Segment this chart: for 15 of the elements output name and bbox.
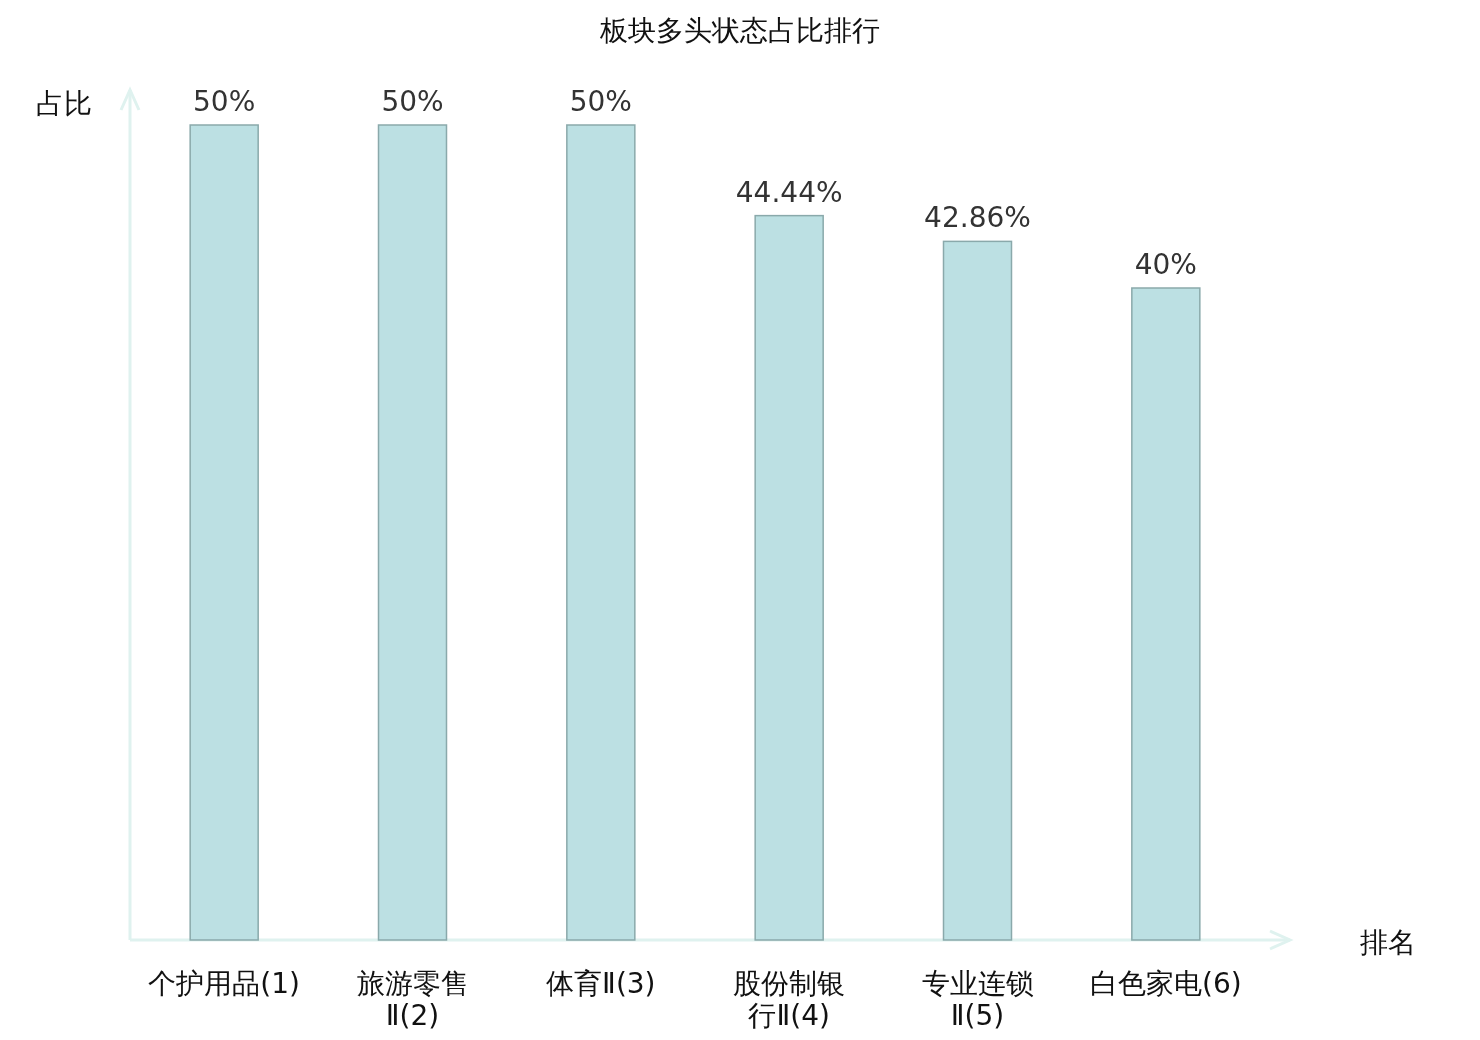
- data-label: 42.86%: [924, 201, 1031, 235]
- y-axis-title: 占比: [36, 87, 92, 120]
- x-tick-label: 专业连锁Ⅱ(5): [921, 967, 1034, 1032]
- chart-title: 板块多头状态占比排行: [599, 14, 880, 47]
- data-label: 50%: [569, 85, 632, 118]
- x-tick-label: 个护用品(1): [148, 967, 300, 1000]
- data-label: 44.44%: [735, 175, 843, 209]
- x-tick-label: 体育Ⅱ(3): [546, 967, 656, 1000]
- x-tick-label: 白色家电(6): [1090, 967, 1242, 1000]
- x-tick-label: 旅游零售Ⅱ(2): [356, 967, 469, 1032]
- data-label: 50%: [381, 85, 444, 118]
- x-tick-label: 股份制银行Ⅱ(4): [733, 967, 846, 1032]
- data-label: 50%: [193, 85, 256, 118]
- x-axis-title: 排名: [1360, 926, 1416, 959]
- data-label: 40%: [1134, 248, 1197, 281]
